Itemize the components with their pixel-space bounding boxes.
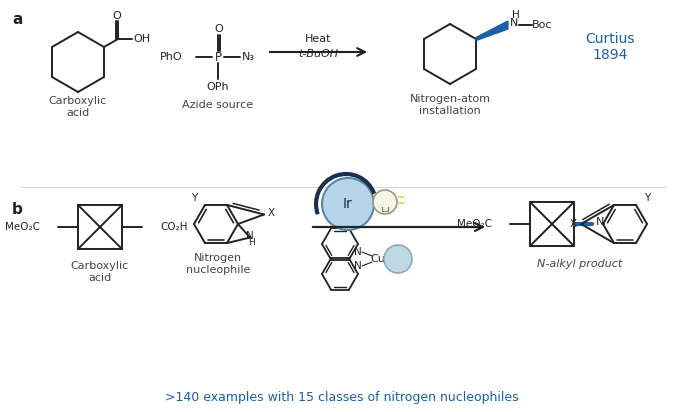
Polygon shape	[476, 21, 508, 40]
Text: Heat: Heat	[305, 34, 332, 44]
Text: P: P	[214, 51, 221, 63]
Text: X: X	[569, 219, 577, 229]
Text: Y: Y	[644, 193, 650, 203]
Text: Azide source: Azide source	[182, 100, 253, 110]
Text: MeO₂C: MeO₂C	[5, 222, 40, 232]
Text: ~: ~	[397, 193, 405, 203]
Circle shape	[384, 245, 412, 273]
Text: ~: ~	[397, 199, 405, 209]
Text: b: b	[12, 202, 23, 217]
Text: O: O	[112, 11, 121, 21]
Text: OH: OH	[134, 34, 151, 44]
Text: Boc: Boc	[532, 20, 552, 30]
Text: Carboxylic
acid: Carboxylic acid	[49, 96, 107, 118]
Text: Y: Y	[191, 193, 197, 203]
Text: >140 examples with 15 classes of nitrogen nucleophiles: >140 examples with 15 classes of nitroge…	[165, 391, 519, 405]
Text: CO₂H: CO₂H	[160, 222, 188, 232]
Text: H: H	[512, 10, 520, 20]
Text: OPh: OPh	[207, 82, 229, 92]
Text: MeO₂C: MeO₂C	[457, 219, 492, 229]
Text: N₃: N₃	[242, 52, 255, 62]
Text: N: N	[510, 18, 518, 28]
Text: Nitrogen-atom
installation: Nitrogen-atom installation	[410, 94, 490, 116]
Text: Nitrogen
nucleophile: Nitrogen nucleophile	[186, 253, 250, 275]
Text: PhO: PhO	[160, 52, 183, 62]
Circle shape	[373, 190, 397, 214]
Text: O: O	[214, 24, 223, 34]
Text: X: X	[267, 208, 275, 218]
Text: Cu: Cu	[371, 254, 386, 264]
Text: a: a	[12, 12, 23, 27]
Text: N: N	[596, 217, 604, 227]
Text: t-BuOH: t-BuOH	[298, 49, 338, 59]
Text: Carboxylic
acid: Carboxylic acid	[71, 261, 129, 283]
Text: N: N	[354, 247, 362, 257]
Text: Curtius
1894: Curtius 1894	[585, 32, 635, 62]
Text: N-alkyl product: N-alkyl product	[537, 259, 623, 269]
Text: Ir: Ir	[343, 197, 353, 211]
Text: H: H	[249, 238, 256, 247]
Text: N: N	[246, 231, 254, 241]
Circle shape	[322, 178, 374, 230]
Text: N: N	[354, 261, 362, 271]
